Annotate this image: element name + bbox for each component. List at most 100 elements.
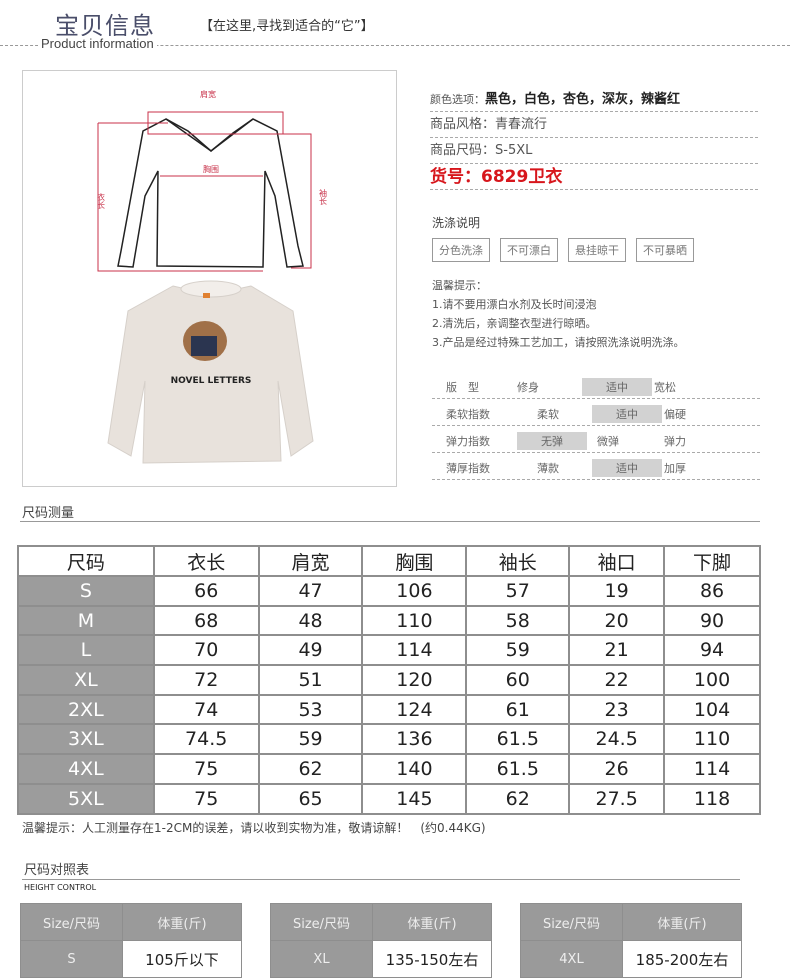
property-option: 宽松	[654, 381, 676, 394]
value-cell: 47	[257, 575, 364, 607]
value-cell: 74.5	[152, 723, 260, 756]
value-cell: 26	[568, 753, 666, 785]
property-option-selected: 适中	[592, 459, 662, 477]
size-cell: S	[20, 940, 123, 978]
value-cell: 59	[257, 723, 364, 756]
value-cell: 86	[663, 575, 761, 607]
property-row: 版 型 修身 适中 宽松	[432, 372, 760, 399]
value-cell: 60	[465, 664, 571, 696]
value-cell: 27.5	[568, 782, 666, 815]
weight-cell: 135-150左右	[372, 940, 492, 978]
size-reference-table: Size/尺码 体重(斤) 4XL 185-200左右	[520, 903, 742, 978]
property-option: 薄款	[537, 462, 559, 475]
table-row: S 66 47 106 57 19 86	[17, 575, 761, 607]
wash-tag: 悬挂晾干	[568, 238, 626, 262]
value-cell: 51	[257, 664, 364, 696]
table-row: M 68 48 110 58 20 90	[17, 604, 761, 637]
value-cell: 114	[663, 753, 761, 785]
property-option-selected: 无弹	[517, 432, 587, 450]
value-cell: 118	[663, 782, 761, 815]
value-cell: 68	[152, 604, 260, 637]
table-header-row: 尺码 衣长 肩宽 胸围 袖长 袖口 下脚	[17, 545, 761, 577]
divider	[0, 45, 790, 46]
value-cell: 145	[361, 782, 468, 815]
value-cell: 140	[361, 753, 468, 785]
property-option: 弹力	[664, 435, 686, 448]
value-cell: 72	[152, 664, 260, 696]
shoulder-label: 肩宽	[200, 89, 216, 99]
weight-cell: 105斤以下	[122, 940, 242, 978]
english-subtitle: Product information	[38, 36, 157, 51]
size-cell: M	[17, 604, 155, 637]
value-cell: 48	[257, 604, 364, 637]
size-header: Size/尺码	[20, 903, 123, 941]
value-cell: 104	[663, 693, 761, 726]
value-cell: 114	[361, 634, 468, 667]
tip-line: 1.请不要用漂白水剂及长时间浸泡	[432, 298, 597, 311]
divider	[22, 879, 740, 880]
tips-title: 温馨提示：	[432, 279, 487, 292]
value-cell: 124	[361, 693, 468, 726]
value-cell: 62	[465, 782, 571, 815]
value-cell: 53	[257, 693, 364, 726]
value-cell: 19	[568, 575, 666, 607]
divider	[20, 521, 760, 522]
weight-cell: 185-200左右	[622, 940, 742, 978]
weight-header: 体重(斤)	[122, 903, 242, 941]
value-cell: 75	[152, 753, 260, 785]
page-title: 宝贝信息	[55, 12, 155, 40]
value-cell: 57	[465, 575, 571, 607]
table-row: 2XL 74 53 124 61 23 104	[17, 693, 761, 726]
tip-line: 2.清洗后，亲调整衣型进行晾晒。	[432, 317, 597, 330]
size-range: 商品尺码：S-5XL	[430, 138, 758, 164]
property-label: 薄厚指数	[446, 462, 490, 475]
sweatshirt-outline-icon	[117, 118, 304, 268]
property-scales: 版 型修身 适中 宽松 柔软指数 柔软 适中 偏硬 弹力指数 无弹 微弹 弹力 薄厚指数 薄款 适中 加厚	[432, 372, 760, 480]
size-header: Size/尺码	[270, 903, 373, 941]
property-option-selected: 适中	[592, 405, 662, 423]
value-cell: 61.5	[465, 753, 571, 785]
size-cell: 5XL	[17, 782, 155, 815]
value-cell: 22	[568, 664, 666, 696]
value-cell: 120	[361, 664, 468, 696]
table-row: XL 72 51 120 60 22 100	[17, 664, 761, 696]
item-number: 货号：6829卫衣	[430, 164, 758, 190]
column-header: 袖长	[465, 545, 571, 577]
value-cell: 66	[152, 575, 260, 607]
size-cell: XL	[270, 940, 373, 978]
column-header: 下脚	[663, 545, 761, 577]
size-cell: L	[17, 634, 155, 667]
property-label: 柔软指数	[446, 408, 490, 421]
weight-header: 体重(斤)	[622, 903, 742, 941]
wash-title: 洗涤说明	[432, 216, 481, 230]
style-value: 商品风格：青春流行	[430, 112, 758, 138]
property-option: 修身	[517, 381, 539, 394]
table-row: 4XL 75 62 140 61.5 26 114	[17, 753, 761, 785]
value-cell: 70	[152, 634, 260, 667]
ref-subtitle: HEIGHT CONTROL	[24, 883, 97, 892]
table-row: 3XL 74.5 59 136 61.5 24.5 110	[17, 723, 761, 756]
property-row: 薄厚指数 薄款 适中 加厚	[432, 453, 760, 480]
size-table: 尺码 衣长 肩宽 胸围 袖长 袖口 下脚 S 66 47 106 57 19 86 M 68 48 110 58 20…	[17, 545, 761, 815]
value-cell: 106	[361, 575, 468, 607]
column-header: 胸围	[361, 545, 468, 577]
product-image: 肩宽 胸围 衣长 袖长 NOVEL LETTERS	[22, 70, 397, 487]
size-section-title: 尺码测量	[22, 506, 75, 521]
property-option: 偏硬	[664, 408, 686, 421]
wash-tag: 不可暴晒	[636, 238, 694, 262]
property-label: 版 型	[446, 381, 479, 394]
property-option: 微弹	[597, 435, 619, 448]
value-cell: 21	[568, 634, 666, 667]
color-value: 黑色，白色，杏色，深灰，辣酱红	[485, 92, 681, 107]
size-cell: 4XL	[520, 940, 623, 978]
value-cell: 61	[465, 693, 571, 726]
value-cell: 74	[152, 693, 260, 726]
value-cell: 65	[257, 782, 364, 815]
sweatshirt-photo	[107, 280, 314, 464]
value-cell: 62	[257, 753, 364, 785]
weight-header: 体重(斤)	[372, 903, 492, 941]
value-cell: 24.5	[568, 723, 666, 756]
value-cell: 75	[152, 782, 260, 815]
size-cell: S	[17, 575, 155, 607]
size-cell: XL	[17, 664, 155, 696]
